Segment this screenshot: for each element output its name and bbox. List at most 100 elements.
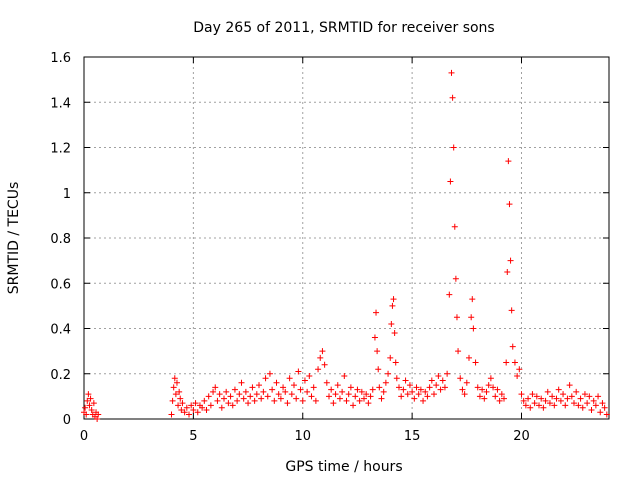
data-point: [536, 402, 542, 409]
data-point: [330, 400, 337, 407]
data-point: [350, 402, 357, 409]
data-point: [345, 391, 352, 398]
data-point: [286, 375, 293, 382]
data-point: [205, 393, 212, 400]
data-point: [437, 386, 444, 393]
data-point: [555, 386, 562, 393]
data-point: [389, 302, 396, 309]
data-point: [564, 395, 571, 402]
data-point: [181, 409, 188, 416]
data-point: [183, 404, 190, 411]
data-point: [527, 404, 534, 411]
x-tick-label: 20: [513, 429, 530, 444]
data-point: [323, 379, 330, 386]
data-point: [273, 379, 280, 386]
data-point: [95, 411, 102, 418]
data-point: [599, 400, 606, 407]
data-point: [492, 393, 499, 400]
x-tick-label: 5: [189, 429, 197, 444]
data-point: [503, 359, 510, 366]
data-point: [194, 409, 201, 416]
data-point: [256, 382, 262, 389]
data-point: [581, 391, 588, 398]
data-point: [94, 416, 101, 422]
data-point: [422, 388, 429, 395]
data-point: [490, 384, 497, 391]
data-point: [280, 384, 287, 391]
data-point: [453, 314, 460, 321]
data-point: [439, 377, 446, 384]
data-point: [494, 386, 501, 393]
data-point: [354, 386, 361, 393]
data-point: [361, 395, 367, 402]
data-point: [529, 391, 536, 398]
data-point: [498, 391, 505, 398]
data-point: [551, 402, 558, 409]
data-point: [586, 393, 593, 400]
data-point: [514, 373, 521, 380]
data-point: [501, 395, 507, 402]
data-point: [452, 275, 459, 282]
data-point: [461, 391, 468, 398]
data-point: [380, 388, 387, 395]
data-point: [177, 395, 184, 402]
data-point: [457, 375, 464, 382]
data-point: [336, 395, 343, 402]
data-point: [449, 94, 456, 101]
data-point: [601, 404, 608, 411]
data-point: [511, 359, 518, 366]
data-point: [518, 391, 525, 398]
data-point: [588, 406, 595, 413]
data-point: [312, 397, 319, 404]
data-point: [496, 397, 503, 404]
data-point: [566, 382, 573, 389]
y-axis-label: SRMTID / TECUs: [6, 182, 22, 295]
data-point: [334, 382, 341, 389]
data-point: [175, 402, 182, 409]
data-point: [504, 268, 511, 275]
data-point: [533, 393, 540, 400]
data-point: [441, 384, 448, 391]
grid-lines: [84, 57, 609, 419]
data-point: [236, 391, 243, 398]
data-point: [317, 354, 324, 361]
data-point: [444, 370, 451, 377]
data-point: [525, 395, 532, 402]
data-point: [516, 366, 523, 373]
data-point: [420, 397, 427, 404]
data-point: [476, 393, 483, 400]
data-point: [258, 395, 265, 402]
data-point: [253, 391, 260, 398]
data-point: [549, 393, 556, 400]
data-point: [463, 379, 470, 386]
data-point: [584, 400, 591, 407]
data-point: [203, 406, 210, 413]
data-point: [562, 402, 569, 409]
data-point: [481, 395, 488, 402]
data-point: [199, 404, 206, 411]
data-point: [466, 354, 472, 361]
y-tick-label: 1: [63, 187, 71, 202]
y-tick-label: 1.4: [50, 96, 71, 111]
data-point: [186, 411, 192, 418]
data-point: [356, 397, 363, 404]
data-point: [575, 402, 582, 409]
data-point: [409, 388, 416, 395]
data-point: [426, 384, 433, 391]
data-point: [247, 393, 254, 400]
data-point: [428, 377, 435, 384]
data-point: [176, 388, 183, 395]
data-point: [435, 373, 442, 380]
y-tick-label: 0.2: [50, 368, 71, 383]
data-point: [88, 406, 95, 413]
data-point: [592, 402, 599, 409]
data-point: [295, 368, 302, 375]
data-point: [170, 384, 177, 391]
data-point: [218, 404, 225, 411]
data-point: [240, 395, 247, 402]
data-point: [417, 386, 424, 393]
data-point: [367, 393, 374, 400]
y-tick-label: 0.4: [50, 323, 71, 338]
data-point: [402, 377, 409, 384]
